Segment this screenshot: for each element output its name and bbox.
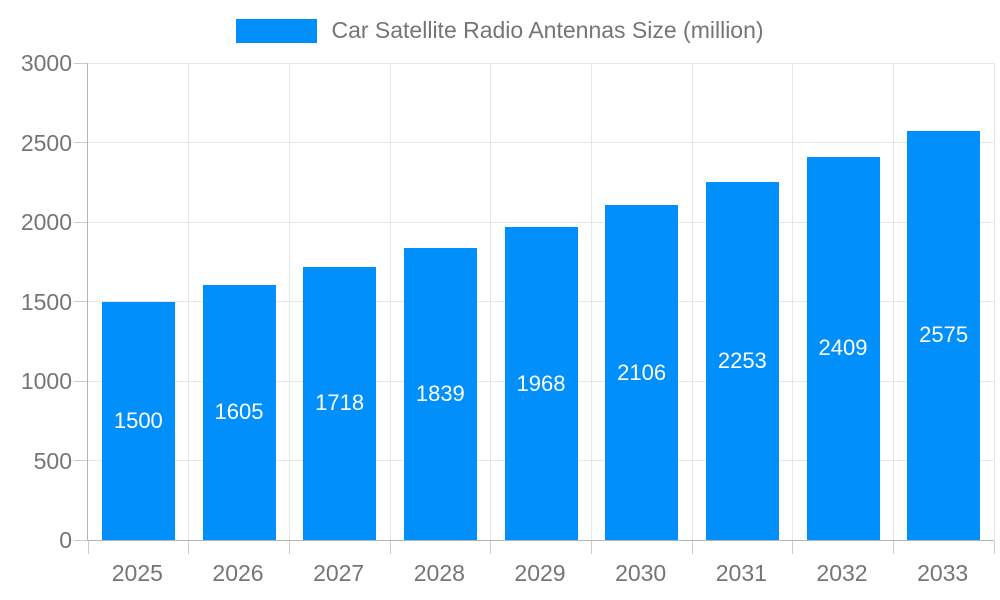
y-axis-tick-2000 <box>74 221 87 223</box>
bar-value-2029: 1968 <box>516 370 566 396</box>
x-axis-tick-8 <box>892 541 894 554</box>
y-axis-tick-3000 <box>74 62 87 64</box>
x-gridline-1 <box>188 63 190 540</box>
x-axis-label-2030: 2030 <box>615 560 667 586</box>
x-axis-tick-0 <box>87 541 89 554</box>
bar-2028[interactable]: 1839 <box>403 247 477 540</box>
x-axis-tick-3 <box>389 541 391 554</box>
y-axis-label-500: 500 <box>33 447 72 474</box>
x-axis-label-2032: 2032 <box>816 560 868 586</box>
y-axis-label-2000: 2000 <box>20 209 72 235</box>
x-gridline-3 <box>389 63 391 540</box>
bar-value-2026: 1605 <box>214 399 264 425</box>
x-axis-tick-5 <box>590 541 592 554</box>
bar-value-2030: 2106 <box>617 359 667 385</box>
y-axis-label-3000: 3000 <box>20 50 72 76</box>
x-axis-tick-2 <box>288 541 290 554</box>
bar-2025[interactable]: 1500 <box>101 301 175 540</box>
x-gridline-9 <box>993 63 995 540</box>
x-axis-label-2033: 2033 <box>917 560 969 586</box>
bar-2029[interactable]: 1968 <box>504 227 578 540</box>
bar-value-2028: 1839 <box>415 380 465 406</box>
bar-value-2032: 2409 <box>818 335 868 361</box>
bar-2033[interactable]: 2575 <box>907 130 981 540</box>
x-gridline-7 <box>792 63 794 540</box>
x-gridline-5 <box>590 63 592 540</box>
x-axis-tick-1 <box>188 541 190 554</box>
x-axis-label-2027: 2027 <box>313 560 365 586</box>
x-axis-label-2025: 2025 <box>111 560 163 586</box>
legend[interactable]: Car Satellite Radio Antennas Size (milli… <box>0 17 1000 44</box>
bar-value-2025: 1500 <box>113 407 163 433</box>
y-gridline-2500 <box>88 142 994 143</box>
x-axis-label-2031: 2031 <box>715 560 767 586</box>
x-gridline-8 <box>892 63 894 540</box>
plot-area: 1500 1605 1718 1839 1968 2106 2253 2409 2575 <box>74 62 995 554</box>
y-gridline-2000 <box>88 221 994 223</box>
bar-2026[interactable]: 1605 <box>202 284 276 540</box>
y-axis-label-0: 0 <box>59 527 72 553</box>
x-axis-tick-9 <box>993 541 995 554</box>
legend-swatch-icon <box>236 18 318 43</box>
y-axis-tick-1000 <box>74 380 87 382</box>
legend-series-label: Car Satellite Radio Antennas Size (milli… <box>331 17 764 43</box>
x-gridline-4 <box>490 63 492 540</box>
x-axis-label-2026: 2026 <box>212 560 264 586</box>
y-axis-tick-0 <box>74 539 87 541</box>
y-axis-tick-1500 <box>74 301 87 302</box>
y-gridline-3000 <box>88 62 994 64</box>
x-axis-label-2028: 2028 <box>413 560 465 586</box>
bar-2027[interactable]: 1718 <box>303 266 377 540</box>
bar-2031[interactable]: 2253 <box>705 181 779 540</box>
x-gridline-2 <box>288 63 290 540</box>
y-axis-tick-500 <box>74 460 87 461</box>
x-axis-label-2029: 2029 <box>514 560 566 586</box>
bar-2030[interactable]: 2106 <box>605 205 679 540</box>
x-axis-tick-7 <box>792 541 794 554</box>
bar-value-2027: 1718 <box>315 390 365 416</box>
x-axis-tick-4 <box>490 541 492 554</box>
x-gridline-6 <box>691 63 693 540</box>
y-axis-tick-2500 <box>74 142 87 143</box>
bar-value-2033: 2575 <box>919 322 969 348</box>
y-axis-label-1000: 1000 <box>20 368 72 394</box>
x-axis-tick-6 <box>691 541 693 554</box>
y-axis-label-1500: 1500 <box>20 288 72 315</box>
y-axis-label-2500: 2500 <box>20 129 72 156</box>
bar-value-2031: 2253 <box>717 347 767 373</box>
bar-2032[interactable]: 2409 <box>806 156 880 540</box>
